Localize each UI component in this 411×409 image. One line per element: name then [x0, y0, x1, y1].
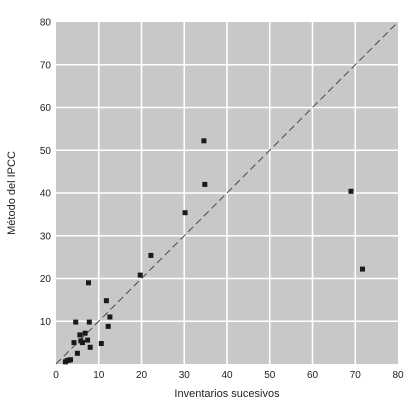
y-axis-ticks: 10 20 30 40 50 60 70 80 — [40, 18, 52, 328]
y-tick-label: 70 — [40, 60, 52, 71]
data-point — [98, 341, 104, 346]
data-point — [103, 298, 109, 304]
x-tick-label: 70 — [350, 370, 362, 381]
data-points — [62, 138, 365, 365]
x-tick-label: 30 — [179, 370, 191, 381]
x-axis-ticks: 0 10 20 30 40 50 60 70 80 — [53, 370, 404, 381]
data-point — [68, 357, 73, 363]
data-point — [86, 280, 91, 286]
x-tick-label: 80 — [392, 370, 404, 381]
data-point — [74, 350, 80, 356]
x-tick-label: 50 — [264, 370, 276, 381]
grid-lines — [56, 22, 398, 364]
data-point — [148, 252, 154, 258]
y-tick-label: 50 — [40, 146, 52, 157]
data-point — [86, 319, 92, 325]
x-tick-label: 0 — [53, 370, 59, 381]
y-axis-label: Método del IPCC — [6, 151, 18, 235]
data-point — [348, 188, 354, 194]
reference-line — [55, 21, 399, 365]
x-tick-label: 10 — [93, 370, 105, 381]
data-point — [77, 332, 83, 338]
y-tick-label: 80 — [40, 18, 52, 29]
data-point — [360, 266, 365, 272]
data-point — [201, 138, 207, 144]
y-tick-label: 60 — [40, 103, 52, 114]
data-point — [73, 319, 79, 325]
data-point — [107, 314, 113, 320]
data-point — [202, 181, 208, 187]
data-point — [85, 337, 91, 343]
x-axis-label: Inventarios sucesivos — [174, 388, 280, 400]
y-tick-label: 20 — [40, 274, 52, 285]
x-tick-label: 20 — [136, 370, 148, 381]
data-point — [182, 210, 188, 216]
x-tick-label: 60 — [307, 370, 319, 381]
data-point — [105, 323, 111, 329]
x-tick-label: 40 — [221, 370, 233, 381]
data-point — [87, 344, 93, 350]
y-tick-label: 40 — [40, 189, 52, 200]
y-tick-label: 30 — [40, 231, 52, 242]
data-point — [82, 330, 88, 336]
y-tick-label: 10 — [40, 317, 52, 328]
data-point — [137, 272, 143, 278]
data-point — [71, 340, 77, 346]
data-point — [80, 340, 85, 346]
